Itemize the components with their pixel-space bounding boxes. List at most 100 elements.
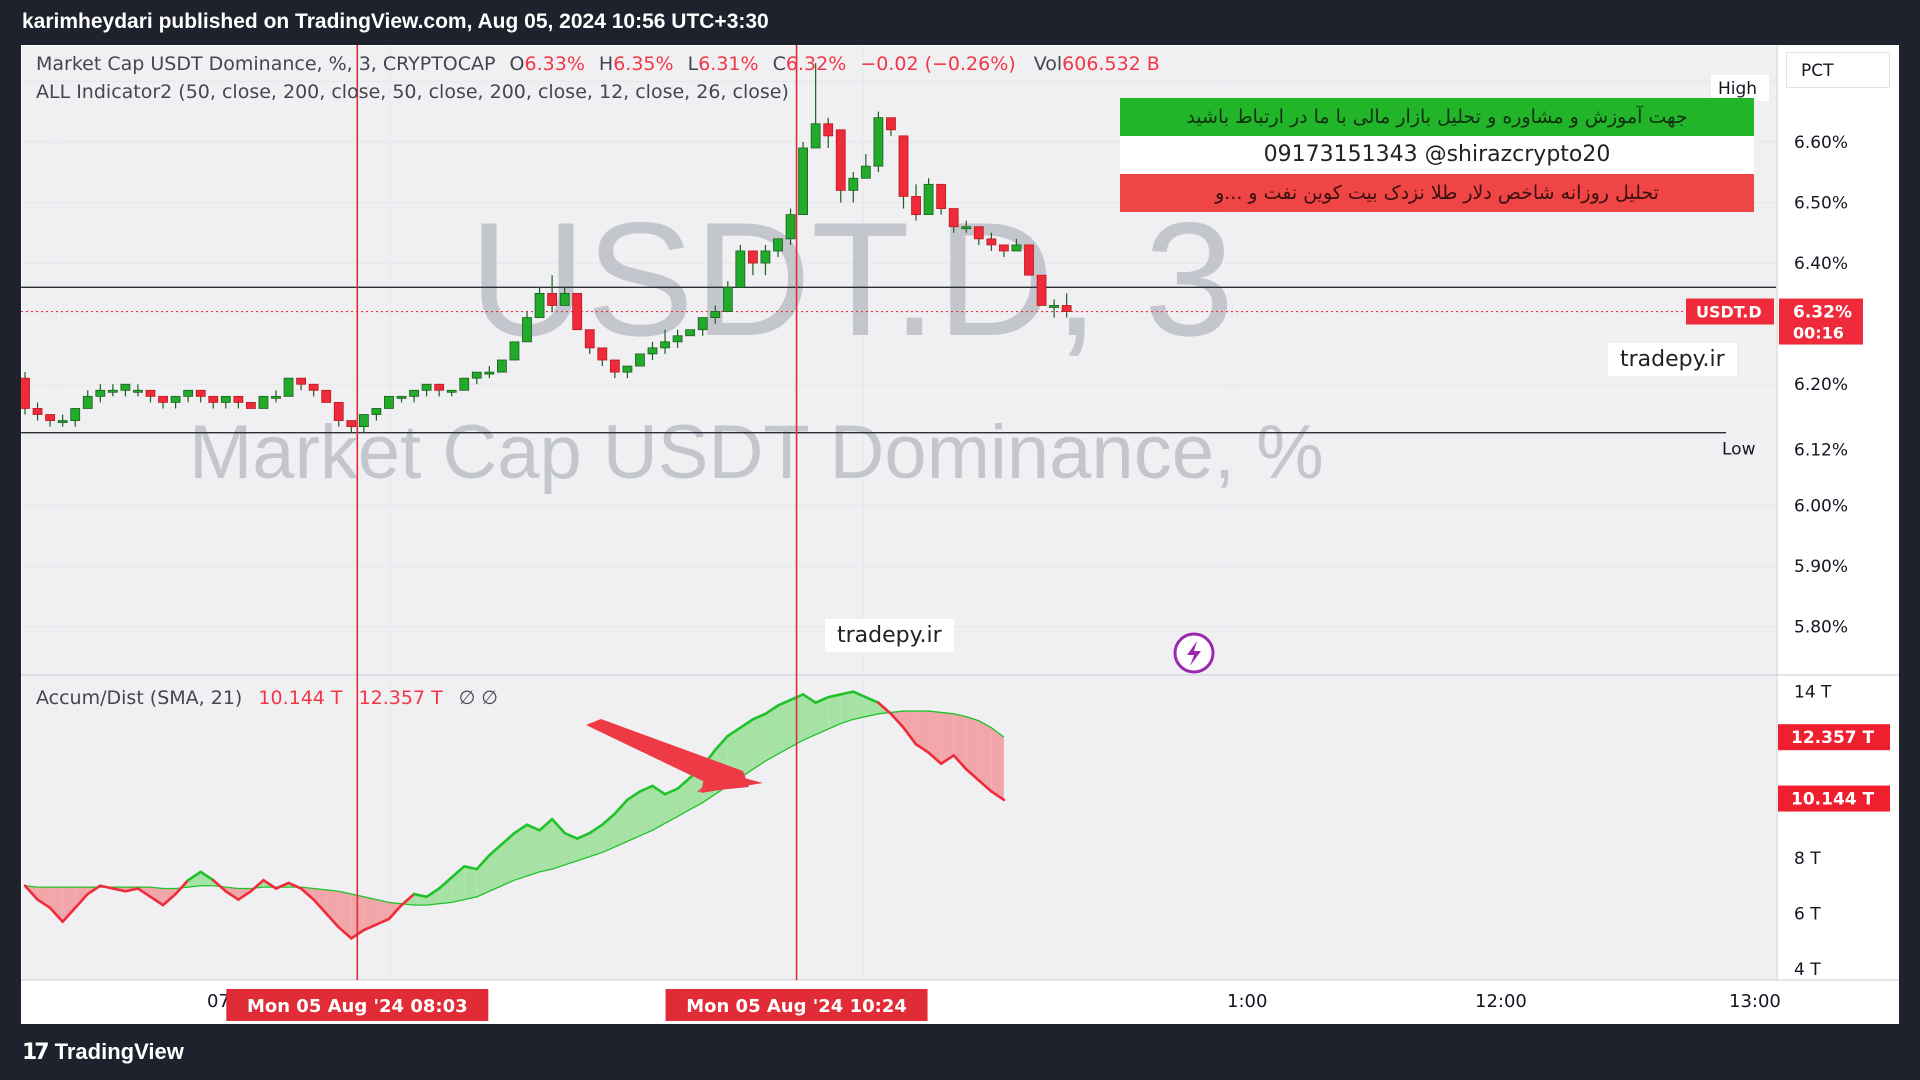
candle bbox=[459, 377, 470, 391]
ad-line-segment bbox=[877, 701, 893, 716]
ad-fill bbox=[439, 877, 452, 904]
candle bbox=[785, 214, 796, 240]
ad-tag1-bg bbox=[1778, 724, 1890, 751]
countdown-tag: 00:16 bbox=[1793, 324, 1844, 343]
candle bbox=[911, 196, 921, 216]
time-marker-label-1-bg bbox=[226, 989, 489, 1021]
ad-banner-red: تحلیل روزانه شاخص دلار طلا نزدک بیت کوین… bbox=[1120, 174, 1754, 212]
high-label-bg bbox=[1711, 75, 1769, 101]
candle bbox=[271, 395, 281, 399]
ad-fill bbox=[552, 819, 565, 870]
price-levels bbox=[21, 286, 1776, 434]
ad-line-segment bbox=[73, 892, 90, 910]
ad-fill bbox=[514, 824, 527, 881]
candle bbox=[1061, 305, 1072, 312]
ad-line-segment bbox=[312, 898, 328, 915]
accum-dist-group bbox=[23, 690, 1006, 940]
ad-line-segment bbox=[663, 787, 679, 796]
price-scale[interactable]: 6.70%6.60%6.50%6.40%6.20%6.00%5.90%5.80%… bbox=[1686, 72, 1890, 980]
candle bbox=[170, 395, 181, 403]
ad-line-segment bbox=[136, 887, 152, 899]
candle bbox=[534, 292, 545, 318]
legend-low: L6.31% bbox=[687, 53, 759, 75]
ad-fill bbox=[37, 887, 51, 908]
ad-line-segment bbox=[990, 790, 1006, 802]
ad-tag2-bg bbox=[1778, 785, 1890, 812]
ad-fill bbox=[564, 833, 578, 865]
ad-fill bbox=[978, 720, 992, 792]
chart-frame[interactable]: USDT.D, 3 Market Cap USDT Dominance, % 6… bbox=[21, 45, 1899, 1024]
last-price-tag-bg bbox=[1779, 298, 1863, 345]
candle bbox=[748, 250, 758, 264]
ad-line-segment bbox=[375, 917, 391, 926]
ad-fill bbox=[489, 844, 502, 892]
candle bbox=[107, 389, 118, 393]
time-marker-lines bbox=[356, 45, 798, 980]
ad-line-segment bbox=[61, 906, 77, 924]
ad-fill bbox=[803, 694, 816, 741]
candle bbox=[798, 147, 808, 216]
low-value: 6.12% bbox=[1794, 441, 1848, 461]
ad-fill bbox=[627, 791, 640, 842]
ad-fill bbox=[903, 711, 917, 745]
ad-line-segment bbox=[86, 884, 102, 896]
candle bbox=[245, 402, 256, 409]
ad-line-segment bbox=[337, 926, 353, 940]
flash-icon[interactable] bbox=[1173, 632, 1215, 674]
ad-fill bbox=[828, 694, 841, 730]
ad-legend-name: Accum/Dist (SMA, 21) bbox=[36, 687, 243, 709]
ad-line-segment bbox=[914, 743, 930, 754]
candle bbox=[183, 389, 194, 397]
ad-tag1: 12.357 T bbox=[1791, 728, 1875, 748]
ad-line-segment bbox=[538, 817, 554, 832]
accum-dist-legend[interactable]: Accum/Dist (SMA, 21) 10.144 T 12.357 T ∅… bbox=[36, 687, 498, 709]
candle bbox=[296, 377, 307, 385]
scale-mode-button[interactable]: PCT bbox=[1786, 52, 1890, 88]
ad-line-segment bbox=[249, 878, 265, 893]
ad-fill bbox=[778, 699, 791, 755]
tradepy-tag-right: tradepy.ir bbox=[1608, 343, 1737, 376]
symbol-tag: USDT.D bbox=[1696, 303, 1762, 322]
low-value-bg bbox=[1779, 436, 1889, 463]
ad-line-segment bbox=[186, 870, 202, 882]
candle bbox=[133, 389, 143, 393]
ad-fill bbox=[941, 712, 954, 764]
ad-fill bbox=[50, 887, 63, 922]
tradingview-logo[interactable]: 17 TradingView bbox=[22, 1039, 184, 1065]
main-legend[interactable]: Market Cap USDT Dominance, %, 3, CRYPTOC… bbox=[36, 53, 1160, 75]
candle bbox=[584, 329, 595, 349]
ad-fill bbox=[991, 727, 1004, 800]
ad-line-segment bbox=[575, 831, 592, 840]
ad-line-segment bbox=[400, 892, 416, 907]
annotation-arrow bbox=[586, 719, 763, 793]
ad-line-segment bbox=[99, 884, 115, 890]
ad-line-segment bbox=[726, 726, 742, 738]
watermark-title: USDT.D, 3 bbox=[469, 189, 1234, 370]
time-marker-label-2-bg bbox=[665, 989, 928, 1021]
candle bbox=[446, 389, 457, 393]
candle bbox=[823, 123, 834, 137]
ad-line-segment bbox=[826, 693, 843, 699]
ad-line-segment bbox=[262, 878, 278, 890]
high-label: High bbox=[1718, 79, 1757, 99]
candle bbox=[1036, 274, 1047, 306]
ad-fill bbox=[589, 824, 603, 857]
indicator2-legend[interactable]: ALL Indicator2 (50, close, 200, close, 5… bbox=[36, 81, 789, 103]
candle bbox=[860, 165, 871, 179]
ad-fill bbox=[853, 691, 866, 720]
candle bbox=[572, 292, 583, 331]
candle bbox=[333, 402, 344, 421]
candle bbox=[409, 389, 419, 397]
ad-fill bbox=[665, 788, 678, 824]
candle bbox=[471, 371, 482, 379]
candle bbox=[672, 335, 683, 343]
ad-line-segment bbox=[149, 895, 165, 907]
ad-line-segment bbox=[387, 903, 403, 921]
ad-line-segment bbox=[124, 887, 140, 893]
candle bbox=[522, 317, 532, 343]
ad-line-segment bbox=[939, 754, 956, 766]
candle bbox=[509, 341, 520, 361]
ad-sma-line bbox=[24, 710, 1005, 906]
candle bbox=[1024, 244, 1034, 276]
